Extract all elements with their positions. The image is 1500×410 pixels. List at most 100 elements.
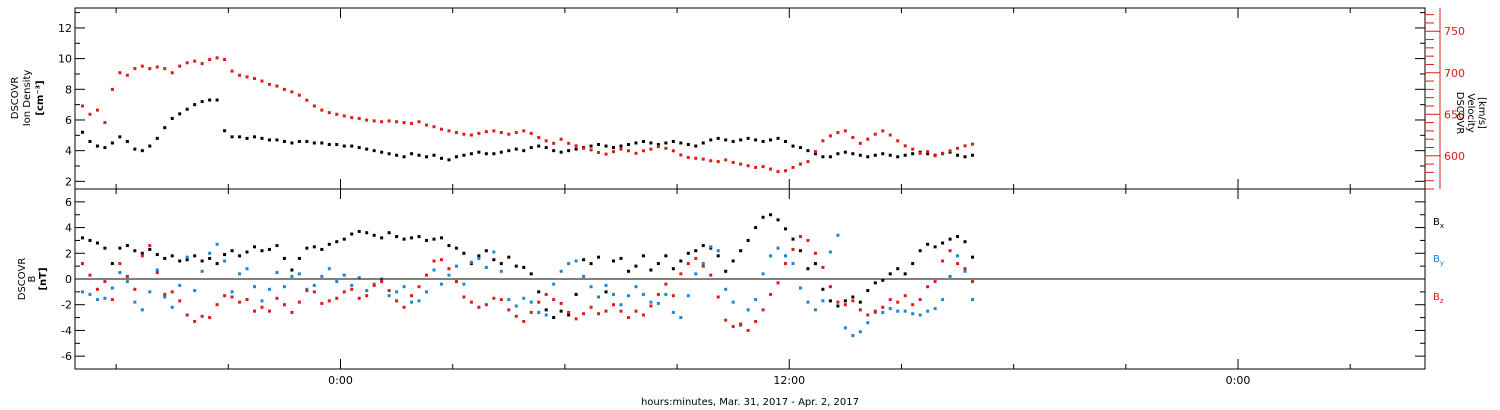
- bz-point: [806, 238, 810, 242]
- by-point: [881, 310, 885, 314]
- velocity-point: [574, 144, 578, 148]
- density-point: [417, 153, 421, 157]
- velocity-point: [417, 120, 421, 124]
- bx-point: [903, 272, 907, 276]
- bz-point: [858, 308, 862, 312]
- bz-point: [484, 303, 488, 307]
- by-point: [784, 254, 788, 258]
- bx-point: [664, 254, 668, 258]
- bx-point: [320, 247, 324, 251]
- bz-point: [290, 310, 294, 314]
- by-point: [679, 316, 683, 320]
- bx-point: [454, 246, 458, 250]
- velocity-point: [447, 129, 451, 133]
- bz-point: [425, 273, 429, 277]
- density-point: [574, 147, 578, 151]
- bx-point: [425, 238, 429, 242]
- density-point: [843, 150, 847, 154]
- density-point: [432, 153, 436, 157]
- density-point: [544, 146, 548, 150]
- by-point: [686, 294, 690, 298]
- density-point: [686, 143, 690, 147]
- bx-point: [170, 254, 174, 258]
- density-point: [170, 116, 174, 120]
- y-tick-label: 4: [65, 222, 72, 235]
- density-point: [709, 138, 713, 142]
- velocity-point: [918, 151, 922, 155]
- x-tick-label: 0:00: [1226, 374, 1251, 387]
- bx-point: [724, 269, 728, 273]
- by-point: [95, 298, 99, 302]
- density-point: [671, 139, 675, 143]
- velocity-point: [125, 73, 129, 77]
- density-point: [327, 143, 331, 147]
- by-point: [230, 290, 234, 294]
- bz-point: [402, 305, 406, 309]
- by-point: [828, 250, 832, 254]
- by-point: [582, 274, 586, 278]
- density-point: [402, 155, 406, 159]
- bx-point: [769, 213, 773, 217]
- density-point: [103, 146, 107, 150]
- bz-point: [686, 262, 690, 266]
- bz-point: [656, 292, 660, 296]
- density-point: [522, 149, 526, 153]
- density-point: [903, 153, 907, 157]
- bz-point: [185, 313, 189, 317]
- by-point: [731, 300, 735, 304]
- y-tick-label: -6: [61, 350, 72, 363]
- density-point: [499, 150, 503, 154]
- density-point: [926, 152, 930, 156]
- by-point: [948, 274, 952, 278]
- bx-point: [933, 245, 937, 249]
- by-point: [499, 269, 503, 273]
- bx-point: [686, 251, 690, 255]
- bx-point: [208, 256, 212, 260]
- density-point: [634, 141, 638, 145]
- velocity-point: [694, 156, 698, 160]
- bx-point: [537, 290, 541, 294]
- density-point: [372, 149, 376, 153]
- bx-point: [589, 262, 593, 266]
- density-point: [380, 150, 384, 154]
- top-left-axis: 2 4 6 8 10 12: [58, 12, 1425, 188]
- by-point: [387, 294, 391, 298]
- bz-point: [626, 316, 630, 320]
- by-point: [432, 268, 436, 272]
- bx-point: [447, 244, 451, 248]
- bz-point: [245, 298, 249, 302]
- by-point: [417, 299, 421, 303]
- density-point: [612, 146, 616, 150]
- bz-point: [80, 262, 84, 266]
- density-point: [297, 139, 301, 143]
- bz-point: [170, 290, 174, 294]
- bz-point: [649, 304, 653, 308]
- bz-point: [888, 298, 892, 302]
- by-point: [148, 290, 152, 294]
- by-point: [402, 285, 406, 289]
- velocity-point: [911, 147, 915, 151]
- by-point: [843, 326, 847, 330]
- bz-point: [499, 298, 503, 302]
- y-tick-label: 12: [58, 22, 72, 35]
- bx-point: [739, 249, 743, 253]
- by-point: [821, 299, 825, 303]
- bx-point: [626, 269, 630, 273]
- velocity-point: [118, 71, 122, 75]
- bx-point: [395, 235, 399, 239]
- bz-point: [208, 316, 212, 320]
- density-point: [514, 147, 518, 151]
- density-point: [178, 112, 182, 116]
- bz-point: [798, 235, 802, 239]
- velocity-point: [858, 141, 862, 145]
- bz-point: [335, 296, 339, 300]
- velocity-point: [567, 141, 571, 145]
- bz-point: [679, 272, 683, 276]
- by-point: [866, 321, 870, 325]
- bz-point: [709, 273, 713, 277]
- bz-point: [103, 280, 107, 284]
- bx-point: [95, 241, 99, 245]
- density-point: [410, 152, 414, 156]
- bx-point: [529, 272, 533, 276]
- velocity-point: [634, 151, 638, 155]
